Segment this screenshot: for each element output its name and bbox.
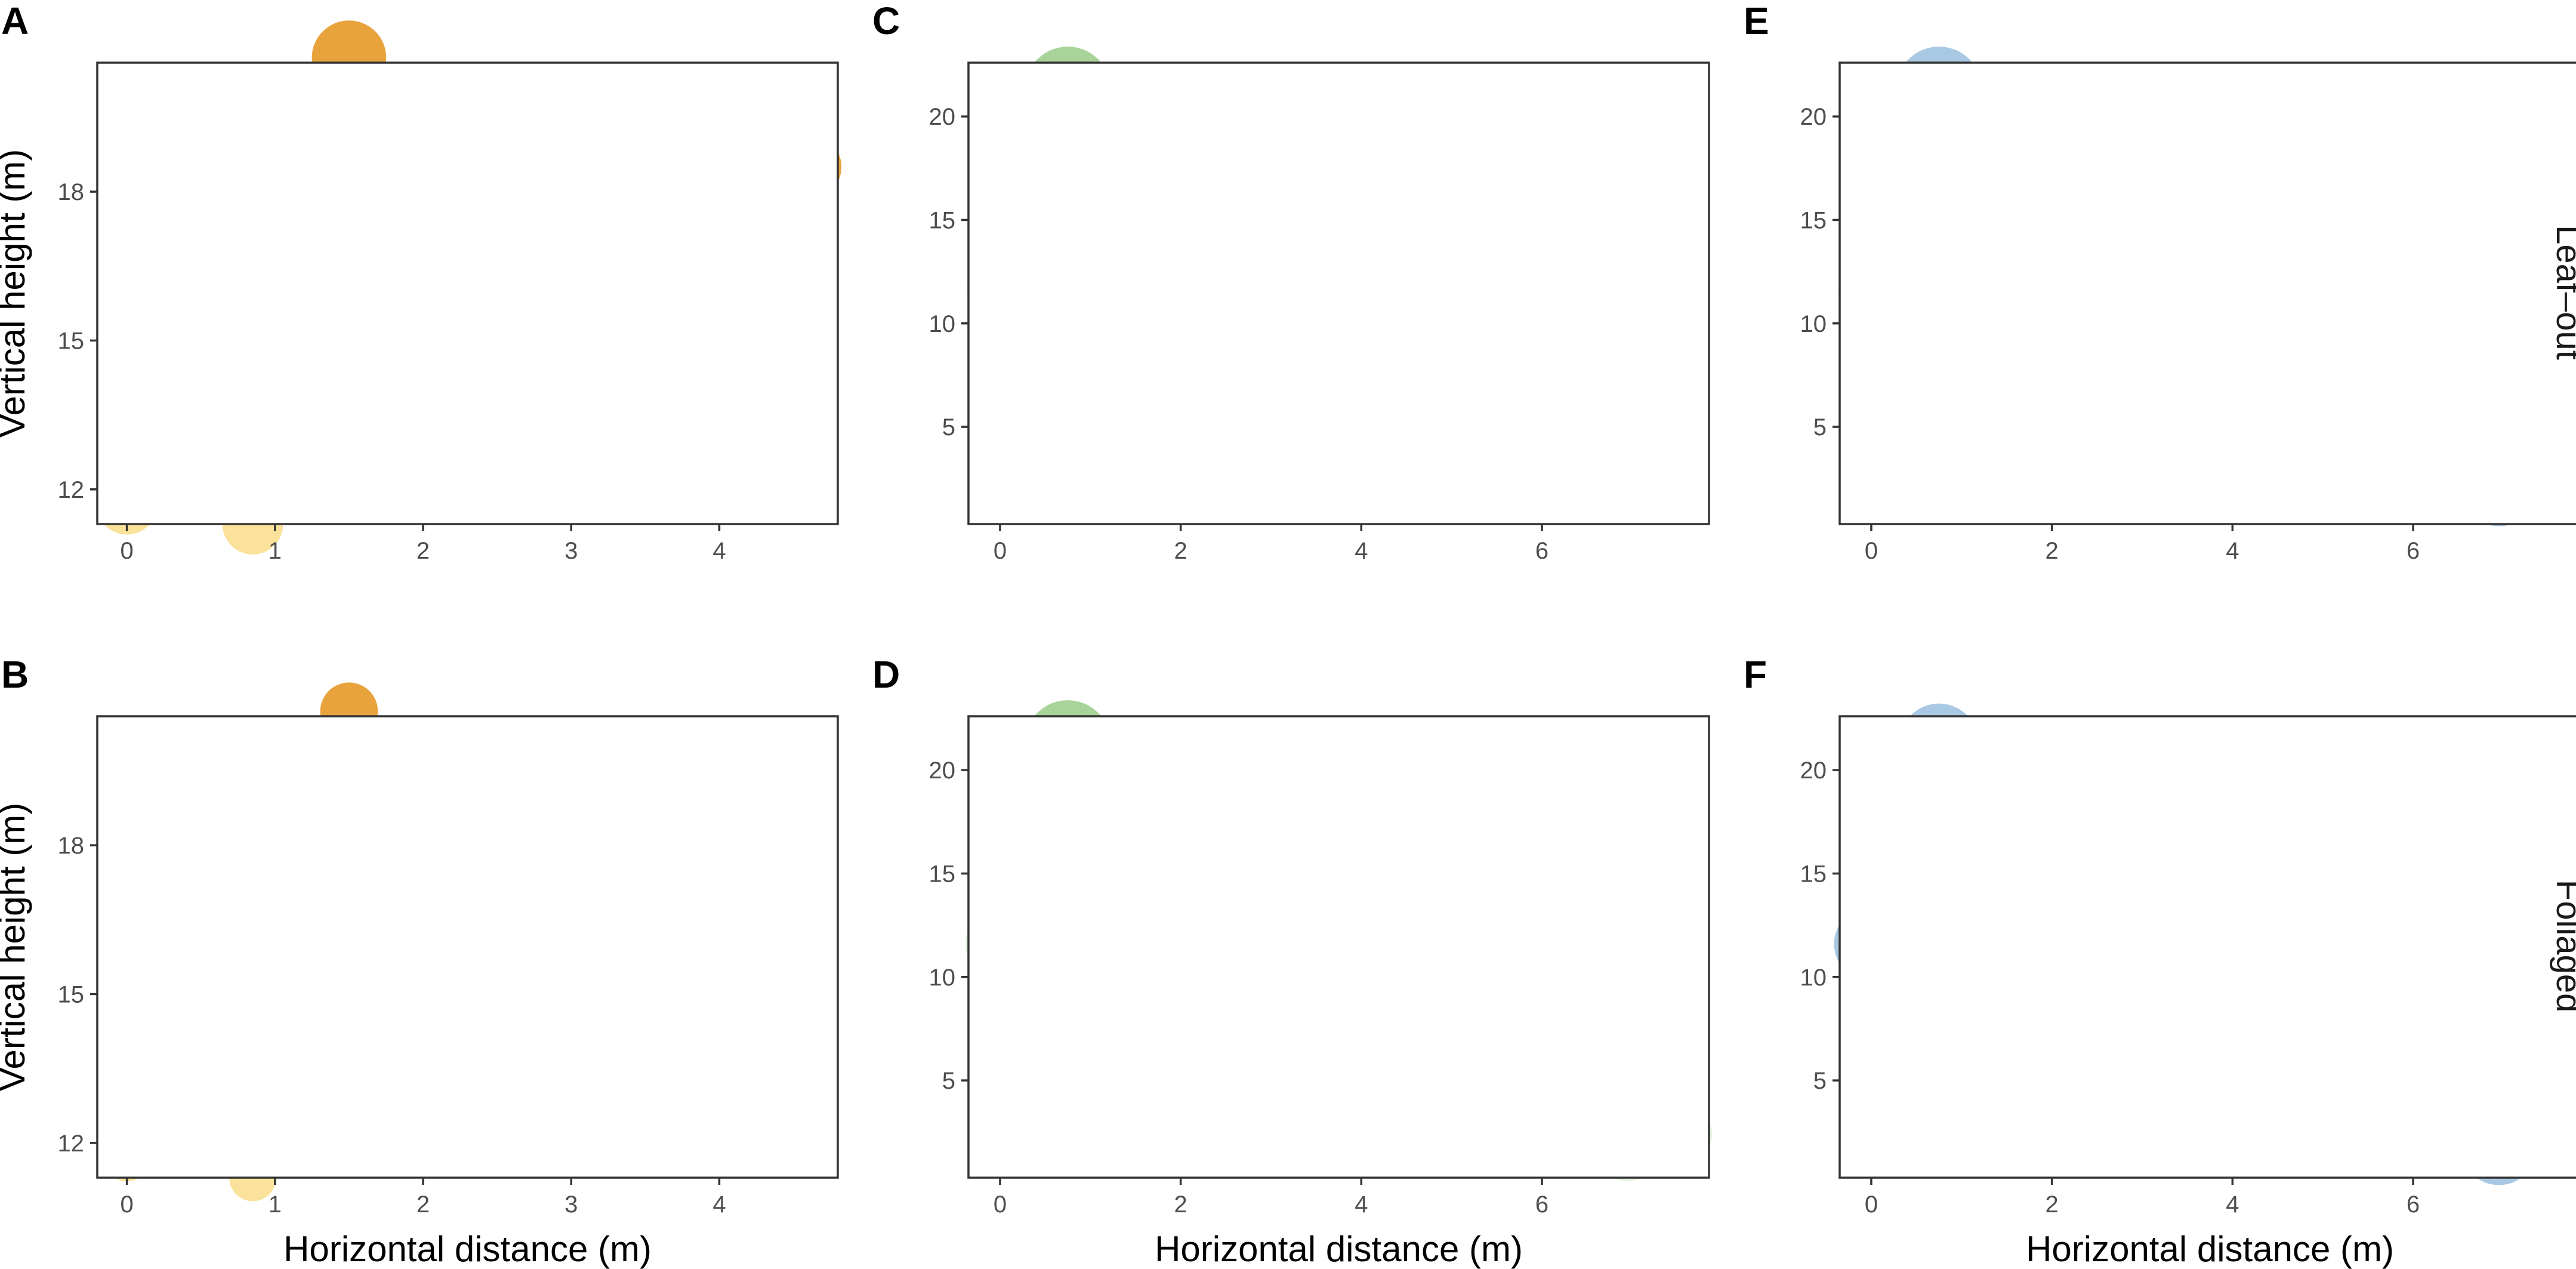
strip-label-leaf-out: Leaf–out bbox=[2549, 225, 2576, 360]
panel-c-frame bbox=[967, 61, 1710, 525]
x-axis-title: Horizontal distance (m) bbox=[283, 1229, 652, 1269]
x-tick-label: 1 bbox=[269, 1191, 282, 1218]
x-tick-label: 6 bbox=[1535, 1191, 1548, 1218]
y-tick-label: 18 bbox=[58, 179, 85, 205]
y-tick-label: 10 bbox=[1800, 965, 1827, 991]
panel-c: 0 2 4 6 5 10 15 20 C bbox=[872, 0, 1710, 564]
x-tick-label: 4 bbox=[2226, 538, 2239, 564]
y-tick-label: 20 bbox=[1800, 104, 1827, 130]
y-tick-label: 20 bbox=[929, 104, 956, 130]
y-tick-label: 15 bbox=[929, 861, 956, 887]
x-tick-label: 1 bbox=[269, 538, 282, 564]
x-tick-label: 4 bbox=[2226, 1191, 2239, 1218]
y-tick-label: 5 bbox=[942, 414, 955, 441]
y-axis-title: Vertical height (m) bbox=[0, 803, 32, 1092]
y-tick-label: 5 bbox=[1813, 414, 1827, 441]
panel-f: 0 2 4 6 5 10 15 20 F Horizontal distance (m) bbox=[1744, 653, 2576, 1269]
panel-b-frame bbox=[96, 715, 839, 1179]
x-tick-label: 6 bbox=[2407, 538, 2420, 564]
x-tick-label: 3 bbox=[564, 538, 578, 564]
y-tick-label: 10 bbox=[1800, 311, 1827, 337]
x-tick-label: 0 bbox=[1865, 538, 1878, 564]
strip-label-foliaged: Foliaged bbox=[2549, 880, 2576, 1012]
x-tick-label: 2 bbox=[2046, 1191, 2059, 1218]
y-tick-label: 5 bbox=[1813, 1068, 1827, 1094]
y-tick-label: 15 bbox=[929, 207, 956, 233]
panel-tag-c: C bbox=[872, 0, 900, 42]
x-tick-label: 2 bbox=[417, 538, 430, 564]
panel-e-frame bbox=[1838, 61, 2576, 525]
y-tick-label: 15 bbox=[58, 981, 85, 1008]
y-tick-label: 10 bbox=[929, 965, 956, 991]
panel-d-frame bbox=[967, 715, 1710, 1179]
y-tick-label: 15 bbox=[1800, 207, 1827, 233]
y-tick-label: 20 bbox=[929, 757, 956, 784]
x-tick-label: 2 bbox=[2046, 538, 2059, 564]
x-tick-label: 0 bbox=[121, 1191, 134, 1218]
y-tick-label: 10 bbox=[929, 311, 956, 337]
panel-e: 0 2 4 6 5 10 15 20 E bbox=[1744, 0, 2576, 564]
x-axis-title: Horizontal distance (m) bbox=[2026, 1229, 2394, 1269]
y-tick-label: 20 bbox=[1800, 757, 1827, 784]
x-tick-label: 4 bbox=[712, 538, 726, 564]
panel-tag-f: F bbox=[1744, 653, 1767, 696]
x-tick-label: 6 bbox=[1535, 538, 1548, 564]
panel-tag-e: E bbox=[1744, 0, 1769, 42]
x-tick-label: 0 bbox=[994, 1191, 1007, 1218]
x-tick-label: 4 bbox=[1355, 538, 1368, 564]
panel-tag-a: A bbox=[1, 0, 29, 42]
panel-d: 0 2 4 6 5 10 15 20 D Horizontal distance (m) bbox=[872, 653, 1713, 1269]
panel-a-frame bbox=[96, 61, 839, 525]
x-tick-label: 4 bbox=[712, 1191, 726, 1218]
x-tick-label: 2 bbox=[417, 1191, 430, 1218]
x-tick-label: 2 bbox=[1174, 538, 1187, 564]
x-tick-label: 0 bbox=[994, 538, 1007, 564]
y-tick-label: 18 bbox=[58, 833, 85, 859]
x-axis-title: Horizontal distance (m) bbox=[1155, 1229, 1523, 1269]
y-tick-label: 5 bbox=[942, 1068, 955, 1094]
x-tick-label: 2 bbox=[1174, 1191, 1187, 1218]
y-tick-label: 15 bbox=[58, 328, 85, 354]
y-tick-label: 12 bbox=[58, 1131, 85, 1157]
y-tick-label: 15 bbox=[1800, 861, 1827, 887]
x-tick-label: 0 bbox=[1865, 1191, 1878, 1218]
panel-f-frame bbox=[1838, 715, 2576, 1179]
panel-tag-d: D bbox=[872, 653, 900, 696]
y-tick-label: 12 bbox=[58, 477, 85, 503]
x-tick-label: 4 bbox=[1355, 1191, 1368, 1218]
y-axis-title: Vertical height (m) bbox=[0, 149, 32, 438]
x-tick-label: 0 bbox=[121, 538, 134, 564]
x-tick-label: 3 bbox=[564, 1191, 578, 1218]
x-tick-label: 6 bbox=[2407, 1191, 2420, 1218]
panel-tag-b: B bbox=[1, 653, 29, 696]
